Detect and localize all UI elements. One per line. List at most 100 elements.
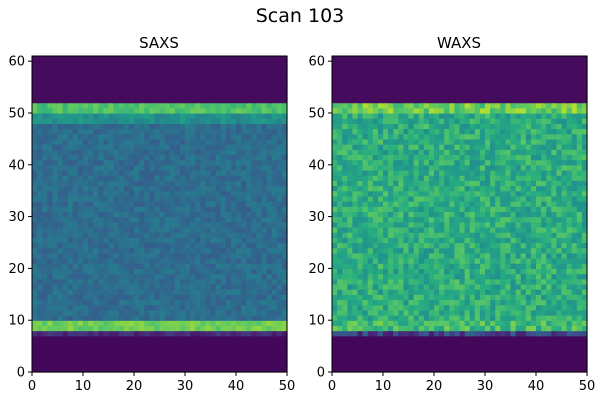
heatmap-cell bbox=[67, 123, 74, 130]
heatmap-cell bbox=[408, 247, 415, 254]
heatmap-cell bbox=[220, 361, 227, 368]
heatmap-cell bbox=[393, 190, 399, 197]
heatmap-cell bbox=[241, 164, 247, 171]
heatmap-cell bbox=[164, 128, 171, 135]
heatmap-cell bbox=[190, 346, 196, 352]
heatmap-cell bbox=[266, 258, 273, 264]
heatmap-cell bbox=[281, 263, 288, 269]
heatmap-cell bbox=[103, 180, 110, 187]
heatmap-cell bbox=[490, 211, 496, 218]
heatmap-cell bbox=[342, 304, 348, 311]
heatmap-cell bbox=[215, 81, 222, 88]
heatmap-cell bbox=[337, 242, 343, 249]
heatmap-cell bbox=[536, 242, 542, 249]
heatmap-cell bbox=[256, 211, 263, 218]
heatmap-cell bbox=[342, 278, 348, 285]
heatmap-cell bbox=[251, 252, 257, 259]
heatmap-cell bbox=[57, 92, 64, 99]
heatmap-cell bbox=[571, 180, 578, 187]
heatmap-cell bbox=[113, 128, 120, 135]
heatmap-cell bbox=[190, 247, 196, 254]
heatmap-cell bbox=[47, 283, 53, 290]
heatmap-cell bbox=[210, 283, 217, 290]
heatmap-cell bbox=[464, 175, 471, 181]
heatmap-cell bbox=[393, 175, 399, 181]
heatmap-cell bbox=[256, 107, 263, 114]
heatmap-cell bbox=[490, 340, 496, 347]
heatmap-cell bbox=[144, 195, 150, 202]
heatmap-cell bbox=[246, 154, 252, 161]
heatmap-cell bbox=[418, 320, 425, 326]
heatmap-cell bbox=[541, 195, 547, 202]
heatmap-cell bbox=[67, 237, 74, 244]
heatmap-cell bbox=[195, 335, 201, 342]
heatmap-cell bbox=[388, 226, 394, 233]
heatmap-cell bbox=[144, 169, 150, 176]
heatmap-cell bbox=[47, 366, 53, 373]
heatmap-cell bbox=[474, 278, 481, 285]
heatmap-cell bbox=[93, 278, 99, 285]
heatmap-cell bbox=[505, 273, 512, 280]
heatmap-cell bbox=[195, 133, 201, 140]
heatmap-cell bbox=[444, 273, 450, 280]
heatmap-cell bbox=[271, 335, 278, 342]
heatmap-cell bbox=[154, 237, 161, 244]
heatmap-cell bbox=[72, 128, 79, 135]
heatmap-cell bbox=[515, 263, 522, 269]
heatmap-cell bbox=[230, 128, 237, 135]
heatmap-cell bbox=[139, 144, 145, 150]
heatmap-cell bbox=[185, 128, 191, 135]
heatmap-cell bbox=[276, 138, 283, 145]
heatmap-cell bbox=[530, 258, 537, 264]
heatmap-cell bbox=[398, 247, 404, 254]
heatmap-cell bbox=[77, 211, 84, 218]
heatmap-cell bbox=[474, 273, 481, 280]
heatmap-cell bbox=[362, 325, 369, 332]
heatmap-cell bbox=[98, 107, 104, 114]
heatmap-cell bbox=[195, 71, 201, 78]
heatmap-cell bbox=[408, 325, 415, 332]
heatmap-cell bbox=[47, 294, 53, 301]
heatmap-cell bbox=[408, 201, 415, 207]
heatmap-cell bbox=[210, 133, 217, 140]
heatmap-cell bbox=[113, 289, 120, 295]
heatmap-cell bbox=[342, 175, 348, 181]
heatmap-cell bbox=[159, 278, 166, 285]
heatmap-cell bbox=[479, 315, 486, 321]
heatmap-cell bbox=[42, 216, 48, 223]
heatmap-cell bbox=[52, 351, 59, 358]
heatmap-cell bbox=[266, 66, 273, 73]
heatmap-cell bbox=[439, 340, 445, 347]
heatmap-cell bbox=[77, 247, 84, 254]
heatmap-cell bbox=[515, 304, 522, 311]
heatmap-cell bbox=[159, 102, 166, 109]
heatmap-cell bbox=[281, 232, 288, 238]
heatmap-cell bbox=[367, 330, 374, 337]
heatmap-cell bbox=[144, 309, 150, 316]
heatmap-cell bbox=[377, 268, 384, 275]
heatmap-cell bbox=[103, 76, 110, 83]
heatmap-cell bbox=[495, 180, 501, 187]
heatmap-cell bbox=[205, 226, 212, 233]
heatmap-cell bbox=[530, 263, 537, 269]
heatmap-cell bbox=[123, 169, 130, 176]
heatmap-cell bbox=[174, 61, 181, 67]
heatmap-cell bbox=[332, 330, 338, 337]
heatmap-cell bbox=[103, 237, 110, 244]
heatmap-cell bbox=[164, 221, 171, 228]
heatmap-cell bbox=[459, 247, 466, 254]
heatmap-cell bbox=[459, 211, 466, 218]
x-tick-label: 50 bbox=[279, 379, 296, 394]
heatmap-cell bbox=[454, 180, 461, 187]
heatmap-cell bbox=[47, 56, 53, 62]
heatmap-cell bbox=[403, 289, 410, 295]
heatmap-cell bbox=[42, 252, 48, 259]
heatmap-cell bbox=[490, 283, 496, 290]
heatmap-cell bbox=[37, 252, 43, 259]
heatmap-cell bbox=[37, 195, 43, 202]
heatmap-cell bbox=[377, 195, 384, 202]
heatmap-cell bbox=[520, 190, 527, 197]
heatmap-cell bbox=[123, 315, 130, 321]
heatmap-cell bbox=[515, 340, 522, 347]
heatmap-cell bbox=[174, 258, 181, 264]
